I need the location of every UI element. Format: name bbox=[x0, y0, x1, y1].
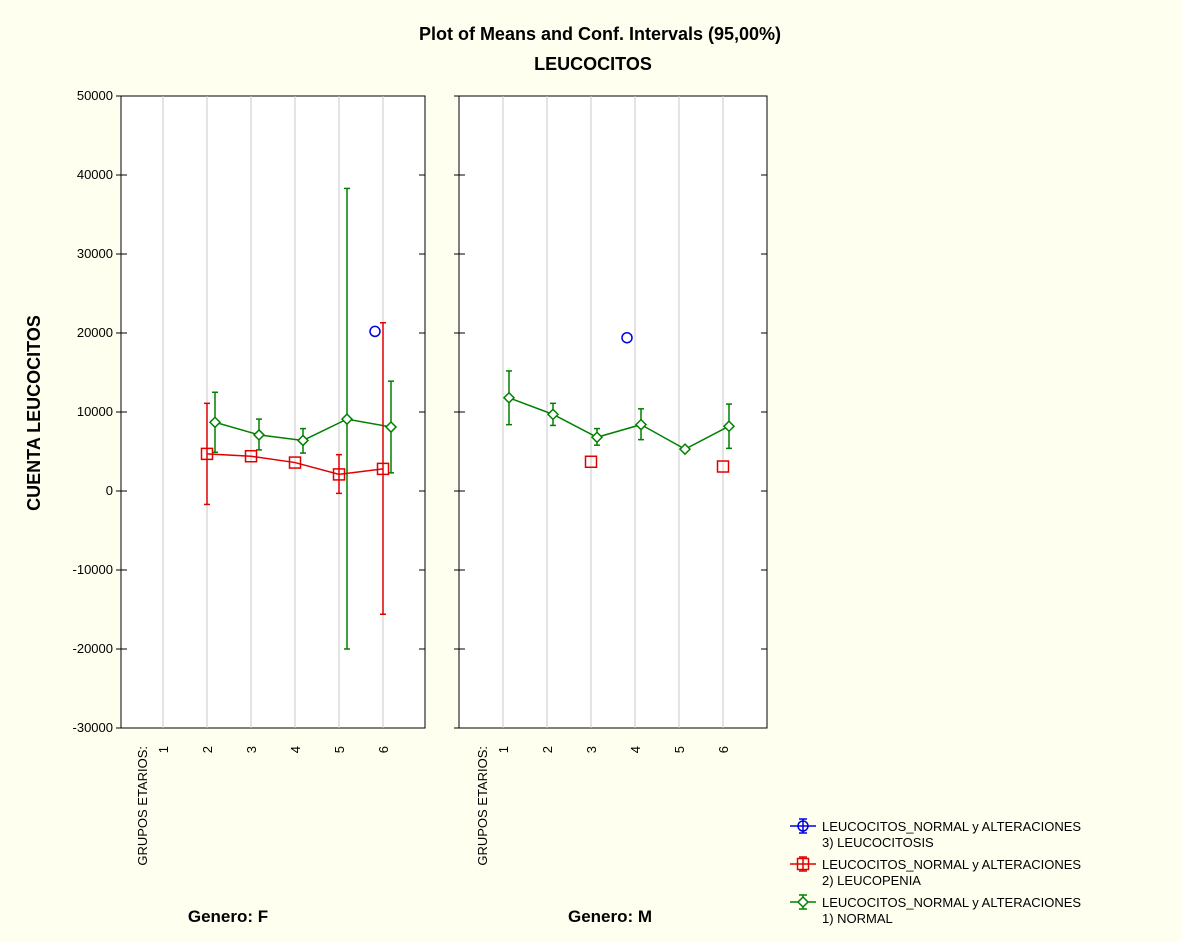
y-tick-label: -10000 bbox=[73, 562, 113, 577]
x-tick-label: 5 bbox=[332, 746, 347, 753]
x-tick-label: 3 bbox=[244, 746, 259, 753]
x-axis-label: GRUPOS ETARIOS: bbox=[135, 746, 150, 866]
data-point bbox=[208, 416, 222, 429]
panels: 1 2 3 4 5 6 50000 40000 30000 20000 10000 0 -10000 -2… bbox=[73, 88, 768, 926]
y-tick-label: -20000 bbox=[73, 641, 113, 656]
data-point bbox=[296, 434, 310, 447]
series-line bbox=[206, 453, 384, 476]
series bbox=[369, 325, 381, 338]
series bbox=[584, 455, 730, 473]
y-axis-label: CUENTA LEUCOCITOS bbox=[24, 315, 44, 511]
panel-label: Genero: F bbox=[188, 907, 268, 926]
data-point bbox=[340, 413, 354, 426]
x-tick-label: 5 bbox=[672, 746, 687, 753]
legend-label: LEUCOCITOS_NORMAL y ALTERACIONES bbox=[822, 857, 1081, 872]
data-point bbox=[621, 331, 633, 344]
data-point bbox=[252, 428, 266, 441]
legend-label: 3) LEUCOCITOSIS bbox=[822, 835, 934, 850]
y-tick-label: -30000 bbox=[73, 720, 113, 735]
legend-label: 1) NORMAL bbox=[822, 911, 893, 926]
plot-area bbox=[458, 95, 768, 729]
y-tick-label: 20000 bbox=[77, 325, 113, 340]
data-point bbox=[244, 449, 258, 463]
legend-label: LEUCOCITOS_NORMAL y ALTERACIONES bbox=[822, 895, 1081, 910]
x-tick-label: 6 bbox=[376, 746, 391, 753]
data-point bbox=[722, 420, 736, 433]
y-tick-label: 10000 bbox=[77, 404, 113, 419]
x-tick-label: 3 bbox=[584, 746, 599, 753]
data-point bbox=[678, 443, 692, 456]
data-point bbox=[384, 420, 398, 434]
panel-f: 1 2 3 4 5 6 50000 40000 30000 20000 10000 0 -10000 -2… bbox=[73, 88, 426, 926]
series-line bbox=[508, 397, 730, 450]
chart-subtitle: LEUCOCITOS bbox=[534, 54, 652, 74]
data-point bbox=[584, 455, 598, 469]
x-axis-label: GRUPOS ETARIOS: bbox=[475, 746, 490, 866]
data-point bbox=[376, 462, 390, 476]
chart-title: Plot of Means and Conf. Intervals (95,00… bbox=[419, 24, 781, 44]
x-tick-label: 4 bbox=[288, 746, 303, 753]
series bbox=[502, 370, 736, 456]
x-tick-label: 2 bbox=[200, 746, 215, 753]
x-tick-label: 1 bbox=[156, 746, 171, 753]
data-point bbox=[634, 418, 648, 431]
y-tick-label: 0 bbox=[106, 483, 113, 498]
legend-label: LEUCOCITOS_NORMAL y ALTERACIONES bbox=[822, 819, 1081, 834]
panel-label: Genero: M bbox=[568, 907, 652, 926]
data-point bbox=[502, 391, 516, 404]
data-point bbox=[369, 325, 381, 338]
data-point bbox=[546, 408, 560, 421]
data-point bbox=[332, 468, 346, 481]
legend-marker bbox=[796, 895, 810, 909]
y-tick-label: 40000 bbox=[77, 167, 113, 182]
series bbox=[208, 187, 398, 650]
x-tick-label: 1 bbox=[496, 746, 511, 753]
panel-m: 1 2 3 4 5 6 GRUPOS ETARIOS: Genero: M bbox=[454, 95, 768, 926]
plot-area bbox=[120, 95, 426, 729]
data-point bbox=[716, 460, 730, 473]
data-point bbox=[288, 456, 302, 469]
legend-marker bbox=[796, 857, 810, 871]
series bbox=[200, 321, 390, 615]
series bbox=[621, 331, 633, 344]
legend-label: 2) LEUCOPENIA bbox=[822, 873, 921, 888]
x-tick-label: 2 bbox=[540, 746, 555, 753]
x-tick-label: 4 bbox=[628, 746, 643, 753]
data-point bbox=[590, 431, 604, 444]
legend-marker bbox=[797, 820, 809, 832]
y-tick-label: 50000 bbox=[77, 88, 113, 103]
y-tick-label: 30000 bbox=[77, 246, 113, 261]
data-point bbox=[200, 447, 214, 461]
x-tick-label: 6 bbox=[716, 746, 731, 753]
